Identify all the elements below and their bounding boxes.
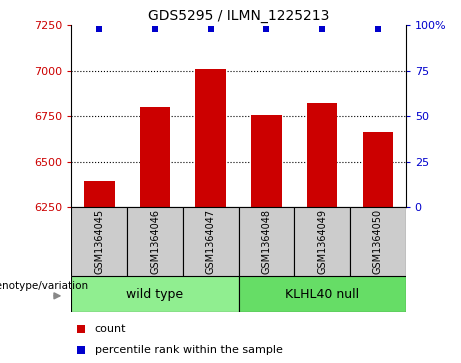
Text: GSM1364047: GSM1364047 bbox=[206, 209, 216, 274]
Title: GDS5295 / ILMN_1225213: GDS5295 / ILMN_1225213 bbox=[148, 9, 329, 23]
Text: GSM1364048: GSM1364048 bbox=[261, 209, 272, 274]
Text: genotype/variation: genotype/variation bbox=[0, 281, 89, 291]
Text: GSM1364046: GSM1364046 bbox=[150, 209, 160, 274]
Text: GSM1364050: GSM1364050 bbox=[373, 209, 383, 274]
Bar bbox=[127, 207, 183, 276]
Bar bbox=[195, 69, 226, 207]
Bar bbox=[238, 276, 406, 312]
Bar bbox=[71, 207, 127, 276]
Text: GSM1364045: GSM1364045 bbox=[95, 209, 104, 274]
Bar bbox=[294, 207, 350, 276]
Text: percentile rank within the sample: percentile rank within the sample bbox=[95, 345, 283, 355]
Bar bbox=[84, 182, 115, 207]
Text: KLHL40 null: KLHL40 null bbox=[285, 287, 359, 301]
Bar bbox=[71, 276, 239, 312]
Bar bbox=[307, 102, 337, 207]
Bar bbox=[140, 107, 170, 207]
Bar bbox=[251, 115, 282, 207]
Bar bbox=[238, 207, 294, 276]
Bar bbox=[183, 207, 238, 276]
Text: count: count bbox=[95, 324, 126, 334]
Text: wild type: wild type bbox=[126, 287, 183, 301]
Bar bbox=[350, 207, 406, 276]
Bar bbox=[362, 132, 393, 207]
Text: GSM1364049: GSM1364049 bbox=[317, 209, 327, 274]
